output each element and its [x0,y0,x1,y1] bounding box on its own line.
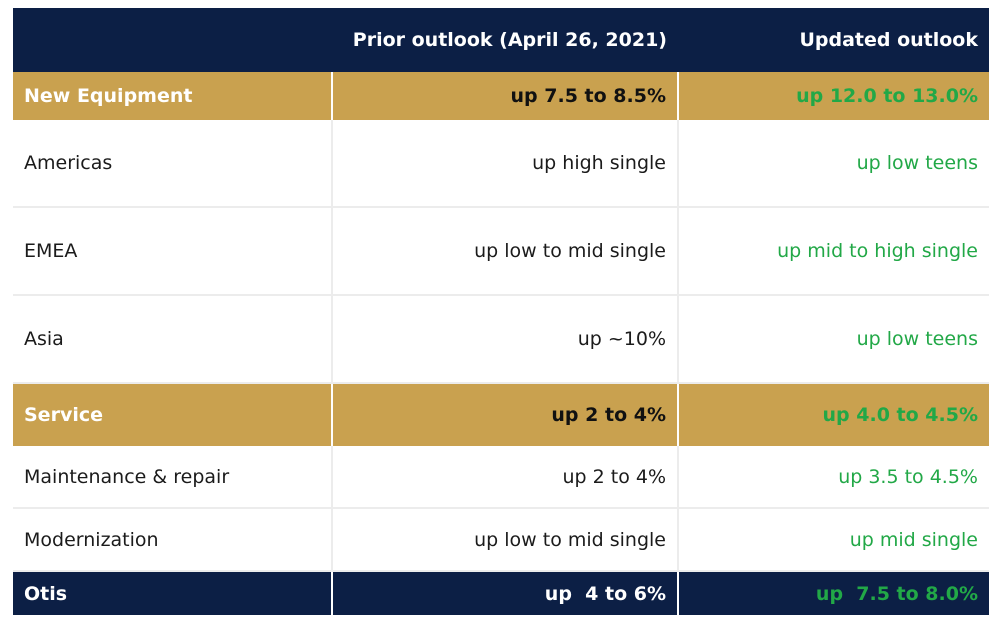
prior-value: up low to mid single [331,207,678,296]
prior-value: up 4 to 6% [331,571,678,615]
row-label: EMEA [13,207,332,296]
row-new-equipment: New Equipment up 7.5 to 8.5% up 12.0 to … [13,72,989,120]
updated-value: up 4.0 to 4.5% [677,383,989,446]
prior-value: up 7.5 to 8.5% [331,72,678,120]
row-otis-total: Otis up 4 to 6% up 7.5 to 8.0% [13,571,989,615]
row-label: Maintenance & repair [13,446,332,509]
updated-value: up 12.0 to 13.0% [677,72,989,120]
row-maintenance-repair: Maintenance & repair up 2 to 4% up 3.5 t… [13,446,989,509]
row-label: Americas [13,120,332,208]
updated-value: up low teens [677,120,989,208]
row-asia: Asia up ~10% up low teens [13,295,989,384]
header-label-column [13,8,332,72]
row-label: Otis [13,571,332,615]
row-service: Service up 2 to 4% up 4.0 to 4.5% [13,383,989,446]
outlook-table: Prior outlook (April 26, 2021) Updated o… [13,8,989,615]
updated-value: up low teens [677,295,989,384]
row-label: Modernization [13,508,332,572]
row-americas: Americas up high single up low teens [13,120,989,208]
updated-value: up 7.5 to 8.0% [677,571,989,615]
outlook-table-container: Prior outlook (April 26, 2021) Updated o… [13,8,989,615]
row-label: Service [13,383,332,446]
header-updated-outlook: Updated outlook [678,8,989,72]
row-modernization: Modernization up low to mid single up mi… [13,508,989,572]
updated-value: up 3.5 to 4.5% [677,446,989,509]
updated-value: up mid to high single [677,207,989,296]
updated-value: up mid single [677,508,989,572]
prior-value: up 2 to 4% [331,383,678,446]
header-prior-outlook: Prior outlook (April 26, 2021) [332,8,678,72]
row-emea: EMEA up low to mid single up mid to high… [13,207,989,296]
row-label: Asia [13,295,332,384]
prior-value: up high single [331,120,678,208]
prior-value: up ~10% [331,295,678,384]
row-label: New Equipment [13,72,332,120]
prior-value: up low to mid single [331,508,678,572]
prior-value: up 2 to 4% [331,446,678,509]
header-row: Prior outlook (April 26, 2021) Updated o… [13,8,989,72]
